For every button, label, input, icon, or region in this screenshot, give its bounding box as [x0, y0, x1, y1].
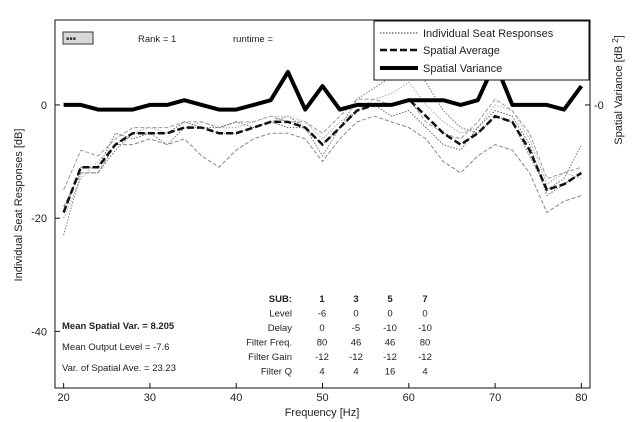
series-individual-line-1	[63, 58, 582, 236]
x-tick-label: 30	[144, 392, 156, 404]
x-tick-label: 50	[316, 392, 328, 404]
stat-var-spatial-ave: Var. of Spatial Ave. = 23.23	[62, 363, 176, 374]
x-tick-label: 70	[489, 392, 501, 404]
sub-table-cell: 0	[387, 309, 392, 320]
sub-table-cell: -12	[383, 352, 397, 363]
header-badge: ▪▪▪	[66, 34, 76, 45]
legend-label-individual: Individual Seat Responses	[423, 28, 554, 40]
y2-axis-label-text: Spatial Variance [dB	[613, 46, 625, 145]
legend: Individual Seat Responses Spatial Averag…	[373, 20, 590, 81]
x-tick-label: 20	[58, 392, 70, 404]
series-spatial-average-line	[62, 97, 583, 213]
sub-table-header-cell: SUB:	[269, 294, 292, 305]
legend-label-average: Spatial Average	[423, 45, 500, 57]
sub-table-cell: -12	[418, 352, 432, 363]
sub-table-cell: 46	[385, 338, 396, 349]
sub-table-header-cell: 1	[319, 294, 325, 305]
y2-axis-label: Spatial Variance [dB 2]	[611, 35, 626, 144]
x-axis-label: Frequency [Hz]	[285, 407, 360, 419]
y-tick-label: -40	[31, 326, 47, 338]
runtime-label: runtime =	[233, 34, 273, 45]
sub-table-cell: 0	[319, 323, 324, 334]
sub-table-cell: Delay	[268, 323, 293, 334]
y2-axis-label-superscript: 2	[611, 38, 620, 43]
y2-axis-label-tail: ]	[613, 35, 625, 38]
series-individual-line-4	[63, 115, 582, 214]
sub-table-cell: -10	[418, 323, 432, 334]
sub-table-cell: -6	[318, 309, 326, 320]
x-tick-label: 60	[403, 392, 415, 404]
y-tick-label: 0	[41, 100, 47, 112]
sub-table-cell: Filter Gain	[248, 352, 292, 363]
series-individual-line-5	[63, 81, 582, 219]
sub-table-header-cell: 7	[422, 294, 427, 305]
sub-table-header-cell: 3	[353, 294, 358, 305]
sub-table-cell: 80	[317, 338, 328, 349]
sub-table-cell: Filter Freq.	[246, 338, 292, 349]
sub-table-cell: 4	[319, 367, 324, 378]
stat-mean-spatial-var: Mean Spatial Var. = 8.205	[62, 321, 175, 332]
stat-mean-output-level: Mean Output Level = -7.6	[62, 342, 169, 353]
legend-box	[373, 20, 590, 81]
sub-table-cell: 4	[422, 367, 427, 378]
x-tick-label: 80	[575, 392, 587, 404]
y-axis-label: Individual Seat Responses [dB]	[13, 129, 25, 282]
header-badge-box	[62, 31, 94, 45]
sub-table-cell: 16	[385, 367, 396, 378]
legend-label-variance: Spatial Variance	[423, 63, 502, 75]
sub-table-cell: Filter Q	[261, 367, 292, 378]
sub-table-cell: Level	[269, 309, 292, 320]
y2-tick-label: -0	[594, 100, 604, 112]
sub-table-cell: 0	[422, 309, 427, 320]
sub-table-cell: 80	[420, 338, 431, 349]
rank-label: Rank = 1	[138, 34, 176, 45]
sub-table-cell: -12	[315, 352, 329, 363]
sub-table-cell: -5	[352, 323, 360, 334]
y-tick-label: -20	[31, 213, 47, 225]
x-tick-label: 40	[230, 392, 242, 404]
sub-table-cell: 46	[351, 338, 362, 349]
sub-table: SUB: 1 3 5 7 Level -6 0 0 0 Delay 0 -5 -10 -10 Filter F…	[246, 294, 432, 378]
sub-table-header-cell: 5	[387, 294, 393, 305]
sub-table-cell: 0	[353, 309, 358, 320]
sub-table-cell: -12	[349, 352, 363, 363]
sub-table-cell: -10	[383, 323, 397, 334]
sub-table-cell: 4	[353, 367, 358, 378]
